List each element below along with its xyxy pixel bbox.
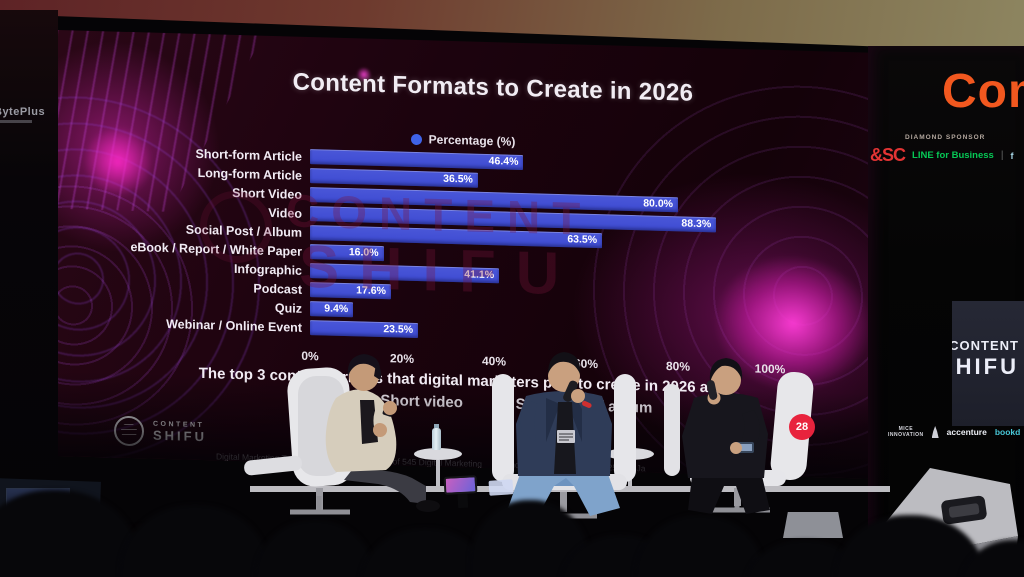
audience-head (745, 540, 865, 577)
line-for-business-logo: LINE for Business (912, 150, 994, 161)
bar-value-label: 23.5% (383, 323, 414, 336)
legend-label: Percentage (%) (428, 132, 516, 149)
bar-value-label: 63.5% (567, 233, 598, 247)
bar-value-label: 9.4% (324, 302, 349, 316)
bar: 23.5% (310, 320, 419, 339)
bar-value-label: 46.4% (488, 155, 519, 168)
bar: 17.6% (310, 282, 391, 300)
audience-head (635, 515, 765, 577)
diamond-sponsor-label: DIAMOND SPONSOR (905, 134, 986, 141)
page-number-badge: 28 (789, 414, 815, 440)
content-shifu-brand: CONTENT SHIFU (114, 415, 207, 449)
stage-laptop (783, 512, 843, 538)
bar-value-label: 17.6% (356, 284, 386, 298)
accenture-logo: accenture (946, 427, 987, 437)
side-sign-content: CONTENT (952, 338, 1019, 353)
sc-logo: &SC (870, 145, 906, 165)
content-shifu-logo-icon (114, 415, 144, 447)
right-pillar: Com DIAMOND SPONSOR &SC LINE for Busines… (868, 46, 1024, 577)
sponsor-separator: | (1000, 150, 1004, 161)
audience-head (255, 520, 375, 577)
audience-head (360, 528, 490, 577)
legend-dot-icon (410, 133, 422, 145)
bar-value-label: 80.0% (643, 197, 673, 211)
bottom-sponsor-row: MICE INNOVATION accenture bookd d (888, 426, 1024, 438)
right-screen-text: Com (942, 65, 1024, 118)
panelist-left (244, 354, 440, 515)
byteplus-label: BytePlus (0, 106, 46, 118)
bar: 16.0% (310, 244, 384, 262)
warm-light-glow (20, 515, 300, 577)
water-bottle (432, 424, 441, 450)
side-sign-panel: CONTENT SHIFU (952, 301, 1024, 426)
diamond-sponsor-row: &SC LINE for Business | f (870, 145, 1013, 166)
side-table (414, 448, 462, 486)
bar-value-label: 88.3% (681, 217, 712, 231)
tower-logo-icon (931, 426, 939, 438)
bar: 9.4% (310, 301, 354, 318)
byteplus-subtext (0, 120, 32, 123)
brand-name-bottom: SHIFU (153, 427, 207, 444)
bar-chart: Short-form Article 46.4% Long-form Article… (96, 141, 717, 348)
audience-head (560, 535, 680, 577)
bar-value-label: 16.0% (348, 246, 379, 259)
mice-innovation-logo: MICE INNOVATION (888, 426, 924, 438)
stage-monitor-speaker (886, 468, 1018, 570)
left-wall (0, 10, 58, 577)
partial-sponsor-logo: f (1010, 150, 1014, 161)
bar-value-label: 36.5% (443, 172, 473, 186)
side-sign-shifu: SHIFU (952, 353, 1019, 379)
bookd-logo: bookd (994, 427, 1021, 437)
bar-category-label: Webinar / Online Event (166, 316, 302, 335)
bar-value-label: 41.1% (464, 268, 495, 282)
panelist-middle (492, 352, 636, 519)
byteplus-sign: BytePlus (0, 106, 45, 123)
